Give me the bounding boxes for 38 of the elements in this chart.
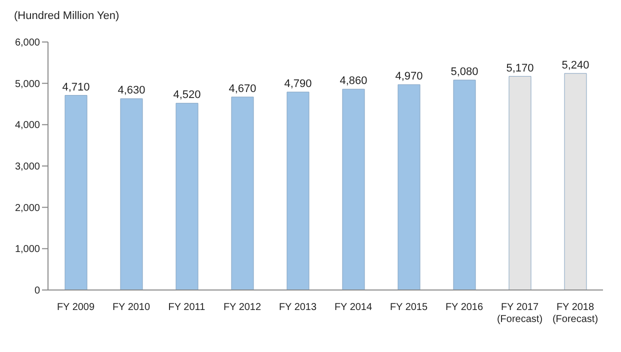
x-tick-label: FY 2010 — [112, 302, 150, 313]
x-tick-label: FY 2012 — [223, 302, 262, 313]
data-label: 4,970 — [395, 70, 423, 83]
bar — [64, 95, 88, 290]
bar — [564, 73, 587, 290]
data-label: 5,240 — [562, 59, 590, 72]
y-tick-label: 1,000 — [14, 244, 40, 256]
bar — [453, 80, 476, 290]
bar — [176, 102, 198, 290]
y-tick-label: 3,000 — [14, 162, 40, 173]
x-tick-label: FY 2014 — [334, 302, 372, 313]
y-tick-label: 2,000 — [14, 202, 40, 214]
data-label: 4,520 — [173, 89, 201, 102]
bar — [398, 84, 420, 290]
y-tick-label: 6,000 — [14, 38, 40, 49]
x-tick-label: FY 2015 — [390, 302, 428, 313]
data-label: 4,670 — [228, 82, 256, 95]
y-tick-label: 4,000 — [14, 120, 40, 132]
data-label: 4,630 — [118, 84, 146, 97]
bar — [342, 88, 365, 290]
data-label: 4,860 — [340, 75, 368, 88]
data-label: 5,080 — [450, 66, 478, 78]
bar — [120, 98, 143, 290]
x-tick-label: FY 2018 (Forecast) — [552, 302, 598, 325]
data-label: 5,170 — [506, 62, 534, 74]
x-tick-label: FY 2013 — [278, 302, 317, 313]
x-tick-label: FY 2016 — [445, 302, 484, 313]
y-axis-title: (Hundred Million Yen) — [14, 10, 120, 22]
x-tick-label: FY 2009 — [56, 302, 95, 313]
y-tick-label: 5,000 — [14, 78, 40, 90]
data-label: 4,790 — [284, 78, 312, 90]
y-tick-label: 0 — [34, 286, 40, 297]
bar — [508, 76, 532, 290]
bar — [231, 96, 254, 290]
x-tick-label: FY 2017 (Forecast) — [496, 302, 543, 325]
data-label: 4,710 — [62, 81, 90, 94]
x-tick-label: FY 2011 — [168, 302, 206, 313]
bar — [286, 92, 310, 290]
